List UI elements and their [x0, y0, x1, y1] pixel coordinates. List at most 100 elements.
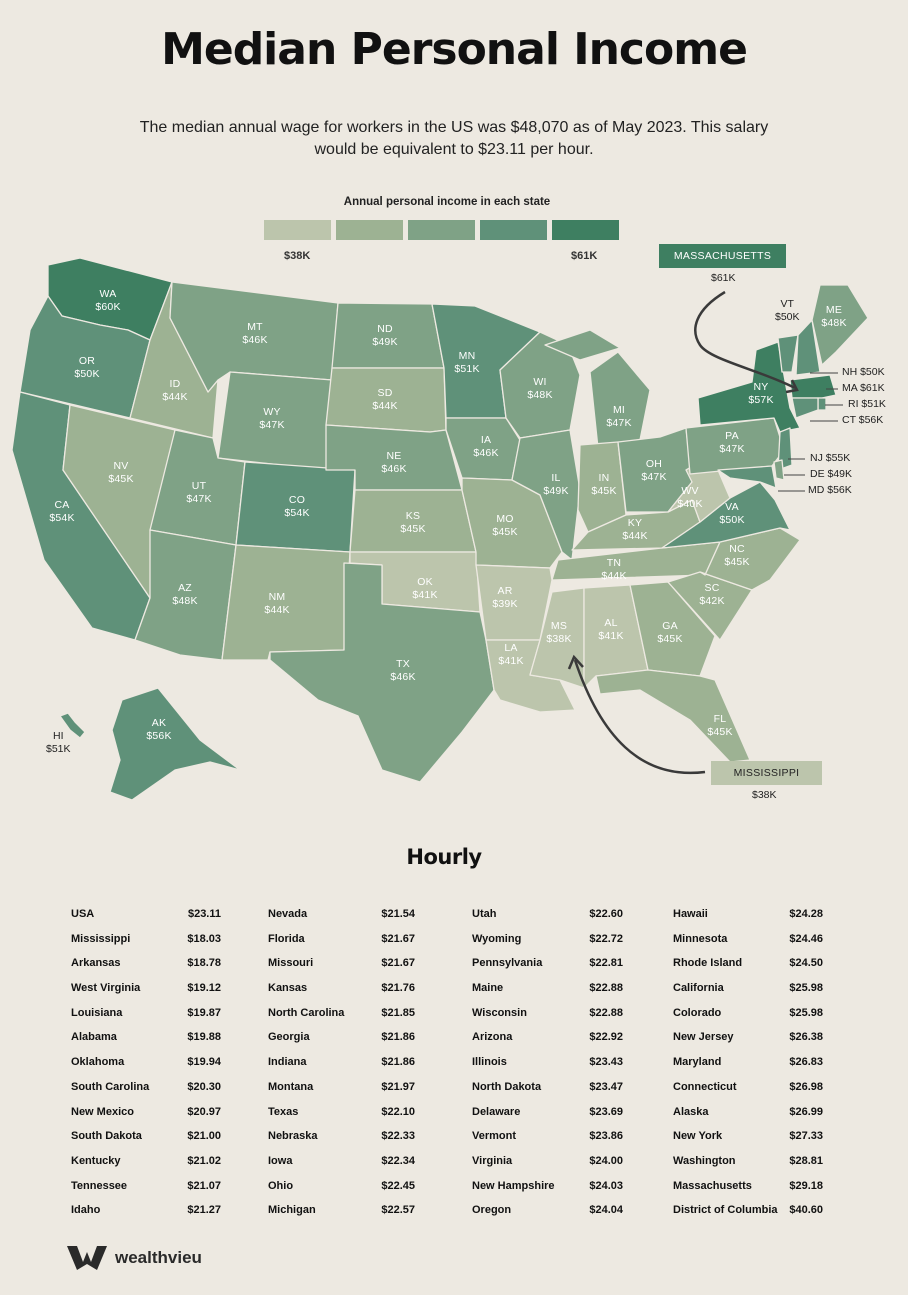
hourly-row: Rhode Island $24.50 — [673, 957, 823, 982]
hourly-state-name: North Dakota — [472, 1080, 542, 1093]
hourly-row: Colorado $25.98 — [673, 1007, 823, 1032]
state-label-ca: CA $54K — [49, 499, 75, 524]
state-label-ok: OK $41K — [412, 576, 438, 601]
hourly-wage: $21.85 — [381, 1006, 415, 1019]
legend-min-label: $38K — [284, 250, 311, 262]
hourly-wage: $21.86 — [381, 1031, 415, 1044]
legend-title: Annual personal income in each state — [343, 196, 551, 208]
legend-swatch — [264, 220, 331, 240]
mississippi-callout: MISSISSIPPI — [711, 761, 822, 785]
legend-max-label: $61K — [571, 250, 598, 262]
hourly-wage: $19.12 — [187, 982, 221, 995]
hourly-state-name: Virginia — [472, 1154, 513, 1167]
state-label-pa: PA $47K — [719, 430, 745, 455]
us-choropleth-map — [11, 257, 869, 801]
hourly-state-name: New Jersey — [673, 1031, 734, 1044]
state-label-az: AZ $48K — [172, 582, 198, 607]
hourly-state-name: New York — [673, 1130, 723, 1143]
brand-logo: wealthvieu — [67, 1244, 202, 1272]
state-label-mo: MO $45K — [492, 513, 518, 538]
hourly-row: Wisconsin $22.88 — [472, 1007, 623, 1032]
hourly-row: Nebraska $22.33 — [268, 1130, 415, 1155]
hourly-wage: $28.81 — [789, 1154, 823, 1167]
hourly-state-name: Alaska — [673, 1105, 709, 1118]
hourly-row: Michigan $22.57 — [268, 1204, 415, 1229]
legend-swatch — [408, 220, 475, 240]
legend-swatch — [480, 220, 547, 240]
state-mi — [589, 351, 651, 449]
hourly-state-name: District of Columbia — [673, 1204, 778, 1217]
state-label-ak: AK $56K — [146, 717, 172, 742]
hourly-row: New York $27.33 — [673, 1130, 823, 1155]
state-label-wy: WY $47K — [259, 406, 285, 431]
hourly-state-name: Hawaii — [673, 908, 708, 920]
hourly-row: New Jersey $26.38 — [673, 1031, 823, 1056]
state-label-nh: NH $50K — [842, 366, 885, 378]
legend-swatch — [552, 220, 619, 240]
state-wi — [499, 331, 581, 439]
state-label-fl: FL $45K — [707, 713, 733, 738]
hourly-wage: $24.46 — [789, 932, 823, 945]
hourly-state-name: Kansas — [268, 982, 308, 995]
state-label-ky: KY $44K — [622, 517, 648, 542]
hourly-state-name: Wyoming — [472, 932, 522, 945]
hourly-row: Indiana $21.86 — [268, 1056, 415, 1081]
page-subtitle: The median annual wage for workers in th… — [139, 119, 769, 158]
hourly-row: Washington $28.81 — [673, 1155, 823, 1180]
hourly-column: Nevada $21.54 Florida $21.67 Missouri $21.67 K… — [268, 908, 415, 1229]
hourly-row: Vermont $23.86 — [472, 1130, 623, 1155]
state-label-il: IL $49K — [543, 472, 569, 497]
hourly-wage: $24.28 — [789, 908, 823, 920]
state-vt — [777, 334, 799, 373]
state-ma — [789, 374, 837, 399]
hourly-row: Minnesota $24.46 — [673, 933, 823, 958]
hourly-state-name: Kentucky — [71, 1154, 121, 1167]
hourly-wage: $23.69 — [589, 1105, 623, 1118]
state-tx — [269, 562, 495, 783]
state-label-ms: MS $38K — [546, 620, 572, 645]
hourly-state-name: Texas — [268, 1105, 299, 1118]
hourly-state-name: Maine — [472, 982, 504, 995]
state-label-ma: MA $61K — [842, 382, 885, 394]
hourly-row: Idaho $21.27 — [71, 1204, 221, 1229]
page-title: Median Personal Income — [161, 24, 748, 75]
hourly-wage: $24.03 — [589, 1179, 623, 1192]
hourly-state-name: California — [673, 982, 724, 995]
hourly-column: USA $23.11 Mississippi $18.03 Arkansas $18.78… — [71, 908, 221, 1229]
state-ri — [817, 397, 827, 411]
state-label-ri: RI $51K — [848, 398, 886, 410]
state-label-hi: HI $51K — [46, 730, 71, 755]
hourly-row: Kentucky $21.02 — [71, 1155, 221, 1180]
hourly-wage: $21.86 — [381, 1056, 415, 1069]
hourly-wage: $22.81 — [589, 957, 623, 970]
hourly-row: North Dakota $23.47 — [472, 1081, 623, 1106]
hourly-row: Missouri $21.67 — [268, 957, 415, 982]
hourly-state-name: Iowa — [268, 1154, 293, 1167]
hourly-state-name: North Carolina — [268, 1006, 345, 1019]
hourly-state-name: Minnesota — [673, 932, 728, 945]
hourly-row: Nevada $21.54 — [268, 908, 415, 933]
state-label-in: IN $45K — [591, 472, 617, 497]
hourly-row: South Carolina $20.30 — [71, 1081, 221, 1106]
hourly-row: Maryland $26.83 — [673, 1056, 823, 1081]
legend-swatch — [336, 220, 403, 240]
hourly-row: Montana $21.97 — [268, 1081, 415, 1106]
hourly-state-name: Indiana — [268, 1056, 307, 1069]
state-ny — [697, 341, 801, 433]
hourly-wage: $27.33 — [789, 1130, 823, 1143]
hourly-row: Alabama $19.88 — [71, 1031, 221, 1056]
state-label-ne: NE $46K — [381, 450, 407, 475]
state-label-ga: GA $45K — [657, 620, 683, 645]
hourly-wage: $25.98 — [789, 1006, 823, 1019]
hourly-wage: $22.92 — [589, 1031, 623, 1044]
hourly-wage: $22.34 — [381, 1154, 415, 1167]
hourly-state-name: Montana — [268, 1080, 314, 1093]
state-ak — [109, 687, 241, 801]
hourly-state-name: Nevada — [268, 908, 308, 920]
hourly-row: Wyoming $22.72 — [472, 933, 623, 958]
hourly-state-name: South Dakota — [71, 1130, 142, 1143]
hourly-state-name: Idaho — [71, 1204, 101, 1217]
hourly-state-name: New Mexico — [71, 1105, 134, 1118]
state-label-mt: MT $46K — [242, 321, 268, 346]
hourly-row: Louisiana $19.87 — [71, 1007, 221, 1032]
